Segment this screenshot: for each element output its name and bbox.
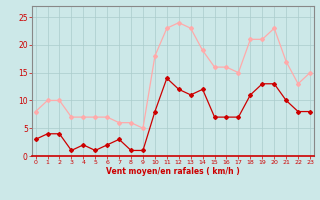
X-axis label: Vent moyen/en rafales ( km/h ): Vent moyen/en rafales ( km/h ) [106, 167, 240, 176]
